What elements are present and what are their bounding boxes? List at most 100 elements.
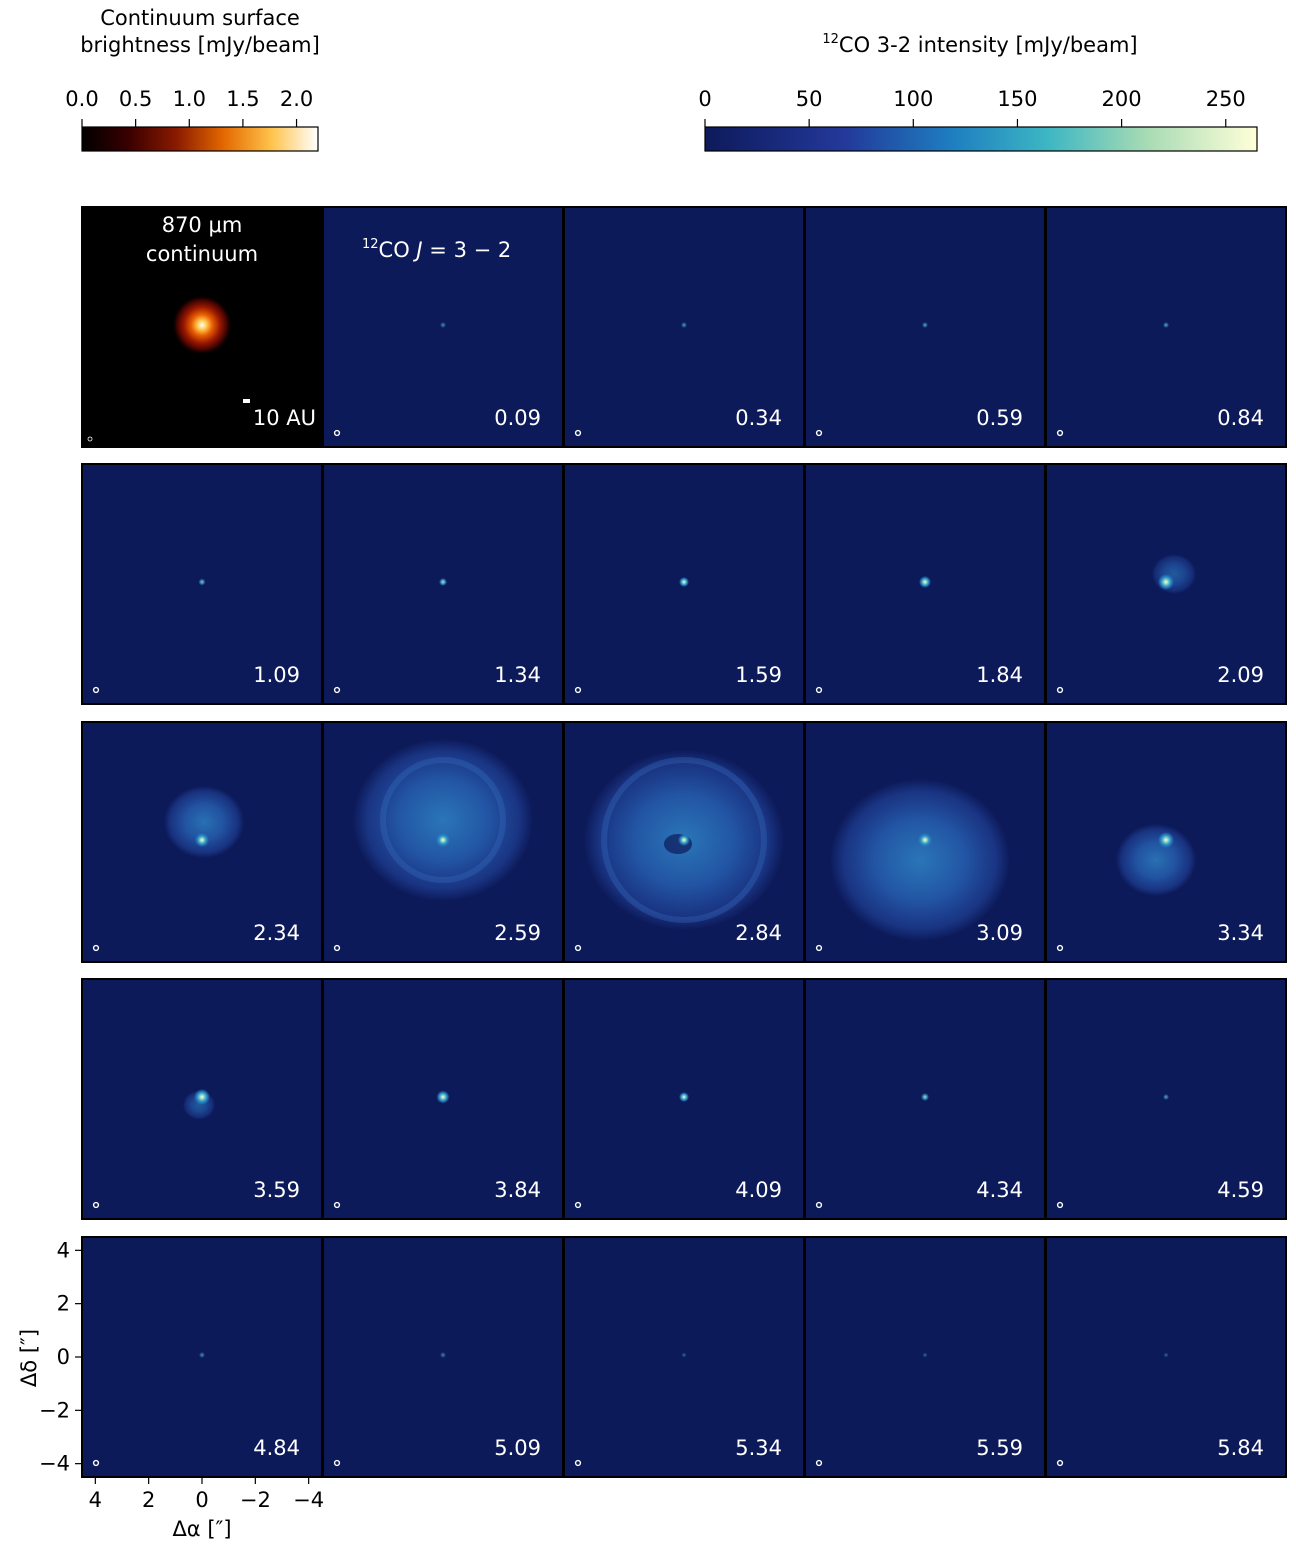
continuum-colorbar-tick-label: 1.0 [173, 87, 206, 111]
emission-peak [679, 577, 689, 587]
emission-peak [921, 1093, 929, 1101]
emission-peak [195, 833, 209, 847]
channel-velocity-label: 3.84 [494, 1178, 541, 1202]
emission-peak [1158, 832, 1174, 848]
channel-panel: 2.09 [1045, 463, 1287, 705]
channel-panel: 0.84 [1045, 206, 1287, 448]
co-colorbar-tick-label: 100 [893, 87, 933, 111]
x-tick-label: 2 [142, 1488, 155, 1512]
continuum-panel [81, 206, 323, 448]
co-colorbar-tick-label: 150 [997, 87, 1037, 111]
channel-panel: 1.84 [804, 463, 1046, 705]
emission-peak [436, 1090, 450, 1104]
beam-marker [333, 686, 341, 694]
channel-panel: 0.34 [563, 206, 805, 448]
beam-marker [815, 1201, 823, 1209]
beam-marker [333, 429, 341, 437]
channel-panel: 1.34 [322, 463, 564, 705]
channel-velocity-label: 4.84 [253, 1436, 300, 1460]
beam-marker [1056, 686, 1064, 694]
co-colorbar-tick-label: 200 [1102, 87, 1142, 111]
channel-panel: 2.84 [563, 721, 805, 963]
channel-panels: 0.09 0.34 0.59 0.84 1.09 1.34 1.59 1.84 2.09 2.34… [81, 206, 1287, 1478]
co-colorbar-gradient [704, 126, 1258, 152]
channel-velocity-label: 5.09 [494, 1436, 541, 1460]
emission-ring [601, 757, 767, 923]
beam-marker [574, 429, 582, 437]
channel-panel: 5.84 [1045, 1236, 1287, 1478]
emission-peak [922, 1352, 928, 1358]
beam-marker [815, 429, 823, 437]
channel-panel: 1.09 [81, 463, 323, 705]
x-axis-label: Δα [″] [172, 1517, 231, 1541]
continuum-colorbar-label-line2: brightness [mJy/beam] [80, 33, 320, 57]
emission-peak [199, 1352, 205, 1358]
emission-peak [678, 834, 690, 846]
continuum-colorbar-tick-label: 2.0 [280, 87, 313, 111]
y-axis-label: Δδ [″] [17, 1329, 41, 1387]
co-transition-j: J [412, 238, 422, 262]
beam-marker [92, 686, 100, 694]
channel-velocity-label: 3.09 [976, 921, 1023, 945]
x-tick-label: −4 [293, 1488, 324, 1512]
emission-peak [440, 322, 446, 328]
continuum-colorbar-gradient [81, 126, 319, 152]
emission-peak [1158, 574, 1174, 590]
emission-peak [918, 833, 932, 847]
channel-velocity-label: 4.59 [1217, 1178, 1264, 1202]
co-transition-eq: = 3 − 2 [423, 238, 512, 262]
y-tick-label: 2 [57, 1292, 70, 1316]
beam-marker [1056, 1201, 1064, 1209]
continuum-title-line2: continuum [146, 242, 258, 266]
channel-panel: 3.84 [322, 978, 564, 1220]
beam-marker [1056, 429, 1064, 437]
channel-velocity-label: 1.09 [253, 663, 300, 687]
continuum-colorbar-tick-label: 1.5 [226, 87, 259, 111]
channel-velocity-label: 5.59 [976, 1436, 1023, 1460]
co-colorbar-ticks: 0 50 100 150 200 250 [698, 87, 1246, 127]
emission-peak [1163, 1352, 1169, 1358]
co-transition-sup: 12 [362, 237, 379, 252]
channel-panel: 4.84 [81, 1236, 323, 1478]
beam-marker [815, 944, 823, 952]
beam-marker [574, 1459, 582, 1467]
channel-panel: 5.34 [563, 1236, 805, 1478]
co-transition-text: CO [379, 238, 417, 262]
emission-halo [164, 786, 244, 858]
channel-panel: 2.59 [322, 721, 564, 963]
beam-marker [92, 1459, 100, 1467]
channel-velocity-label: 1.59 [735, 663, 782, 687]
axes-bottom-left: Δα [″] Δδ [″] 4 4 2 2 0 0 −2 −2 −4 −4 [17, 1238, 324, 1541]
y-tick-label: 0 [57, 1345, 70, 1369]
emission-peak [198, 578, 206, 586]
continuum-disk [172, 295, 232, 355]
panel-frame [1045, 721, 1287, 963]
x-tick-label: −2 [240, 1488, 271, 1512]
emission-peak [1163, 322, 1169, 328]
channel-velocity-label: 2.09 [1217, 663, 1264, 687]
emission-peak [681, 322, 687, 328]
channel-panel: 5.59 [804, 1236, 1046, 1478]
emission-halo [353, 739, 533, 901]
emission-peak [439, 578, 447, 586]
y-tick-label: −2 [39, 1398, 70, 1422]
channel-velocity-label: 2.34 [253, 921, 300, 945]
channel-velocity-label: 4.34 [976, 1178, 1023, 1202]
co-colorbar-tick-label: 50 [796, 87, 823, 111]
co-transition-label: 12CO J = 3 − 2 [362, 237, 511, 262]
emission-ring [380, 757, 506, 883]
beam-marker [574, 686, 582, 694]
emission-halo [1116, 824, 1196, 896]
beam-marker [1056, 1459, 1064, 1467]
channel-velocity-label: 2.84 [735, 921, 782, 945]
beam-marker [574, 1201, 582, 1209]
continuum-colorbar-label-line1: Continuum surface [100, 6, 300, 30]
emission-halo [830, 779, 1010, 941]
beam-marker [333, 944, 341, 952]
continuum-colorbar-ticks: 0.0 0.5 1.0 1.5 2.0 [65, 87, 313, 127]
continuum-panel-annotations: 870 μm continuum 10 AU [146, 213, 316, 430]
continuum-colorbar-tick-label: 0.5 [119, 87, 152, 111]
panel-frame [1045, 463, 1287, 705]
emission-peak [919, 576, 931, 588]
